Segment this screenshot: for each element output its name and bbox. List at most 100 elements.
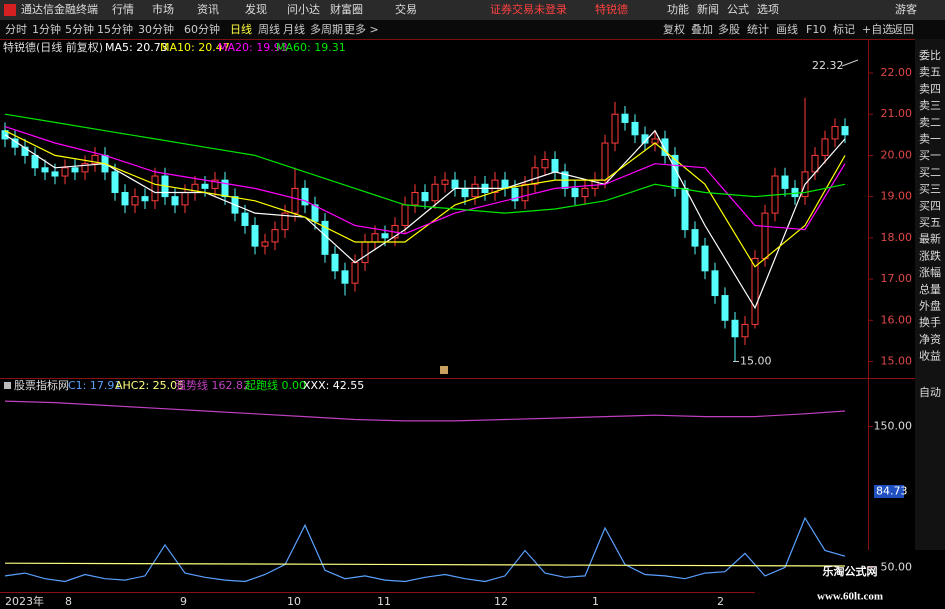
candle-body bbox=[251, 224, 259, 247]
legend-entry: AHC2: 25.05 bbox=[115, 379, 184, 392]
tool-button[interactable]: 返回 bbox=[892, 23, 914, 36]
sidebar-item[interactable]: 买一 bbox=[919, 149, 941, 162]
period-button[interactable]: 30分钟 bbox=[138, 22, 174, 36]
tool-button[interactable]: 复权 bbox=[663, 22, 685, 36]
menu-item[interactable]: 新闻 bbox=[697, 2, 719, 16]
watermark-box bbox=[755, 550, 945, 609]
tool-button[interactable]: +自选 bbox=[862, 23, 893, 36]
series-line bbox=[4, 113, 846, 214]
user[interactable]: 游客 bbox=[895, 2, 917, 16]
tool-button[interactable]: 画线 bbox=[776, 22, 798, 36]
sidebar-item[interactable]: 买二 bbox=[919, 166, 941, 179]
menu-item[interactable]: 公式 bbox=[727, 3, 749, 16]
tool-button[interactable]: 多股 bbox=[718, 22, 740, 36]
candle-body bbox=[241, 212, 249, 226]
value-box bbox=[874, 485, 904, 498]
y-tick-label: 15.00 bbox=[881, 355, 913, 368]
menu-item[interactable]: 问小达 bbox=[287, 3, 320, 16]
period-button[interactable]: 60分钟 bbox=[184, 22, 220, 36]
sidebar-item[interactable]: 卖四 bbox=[919, 82, 941, 95]
sidebar-item[interactable]: 自动 bbox=[919, 386, 941, 399]
tool-button[interactable]: 标记 bbox=[833, 22, 855, 36]
sidebar-item[interactable]: 最新 bbox=[919, 232, 941, 246]
menu-item[interactable]: 交易 bbox=[395, 2, 417, 16]
candle-body bbox=[811, 154, 819, 173]
sidebar-item[interactable]: 外盘 bbox=[919, 299, 941, 313]
x-tick-label: 1 bbox=[592, 595, 599, 608]
period-button[interactable]: 周线 bbox=[258, 22, 280, 36]
candle-body bbox=[381, 233, 389, 239]
annotation: 15.00 bbox=[740, 355, 772, 368]
period-button[interactable]: 分时 bbox=[5, 23, 27, 36]
legend-entry: MA20: 19.93 bbox=[218, 41, 288, 54]
candle-body bbox=[711, 270, 719, 297]
y-tick-label: 22.00 bbox=[881, 66, 913, 79]
x-tick-label: 2023年 bbox=[5, 594, 44, 608]
menu-item[interactable]: 选项 bbox=[757, 3, 779, 16]
candle-body bbox=[491, 179, 499, 194]
sidebar-item[interactable]: 卖二 bbox=[919, 116, 941, 129]
candle-body bbox=[61, 167, 69, 177]
candle-body bbox=[281, 212, 289, 231]
sidebar-item[interactable]: 买四 bbox=[919, 199, 941, 212]
period-button[interactable]: 多周期 bbox=[310, 22, 343, 36]
period-button[interactable]: 1分钟 bbox=[32, 22, 61, 36]
candle-body bbox=[351, 262, 359, 284]
tool-button[interactable]: 叠加 bbox=[691, 23, 713, 36]
menu-item[interactable]: 财富圈 bbox=[330, 2, 363, 16]
sidebar-item[interactable]: 涨幅 bbox=[919, 266, 941, 279]
tool-button[interactable]: F10 bbox=[806, 23, 826, 36]
candle-body bbox=[541, 159, 549, 169]
x-tick-label: 9 bbox=[180, 595, 187, 608]
sidebar-item[interactable]: 净资 bbox=[919, 332, 941, 346]
period-button[interactable]: 更多 > bbox=[344, 22, 379, 36]
candle-body bbox=[111, 171, 119, 194]
current-value: 84.73 bbox=[876, 485, 908, 498]
menu-item[interactable]: 行情 bbox=[112, 3, 134, 16]
candle-body bbox=[571, 187, 579, 198]
menu-item[interactable]: 发现 bbox=[245, 2, 267, 16]
sidebar-item[interactable]: 委比 bbox=[919, 49, 941, 62]
sidebar-item[interactable]: 收益 bbox=[919, 349, 941, 363]
x-tick-label: 2 bbox=[717, 595, 724, 608]
candle-body bbox=[731, 319, 739, 338]
notice[interactable]: 证券交易未登录 bbox=[490, 2, 567, 16]
sidebar-item[interactable]: 买三 bbox=[919, 183, 941, 196]
series-line bbox=[4, 126, 846, 235]
menu-item[interactable]: 资讯 bbox=[197, 3, 219, 16]
candle-body bbox=[271, 229, 279, 243]
menu-item[interactable]: 功能 bbox=[667, 2, 689, 16]
period-button[interactable]: 月线 bbox=[283, 22, 305, 36]
candle-body bbox=[311, 204, 319, 222]
period-button[interactable]: 5分钟 bbox=[65, 22, 94, 36]
candle-body bbox=[701, 245, 709, 272]
y-tick-label: 16.00 bbox=[881, 313, 913, 326]
period-button[interactable]: 15分钟 bbox=[97, 22, 133, 36]
period-button[interactable]: 日线 bbox=[230, 22, 252, 36]
y-tick-label: 19.00 bbox=[881, 190, 913, 203]
candle-body bbox=[51, 171, 59, 177]
legend-entry: MA60: 19.31 bbox=[276, 41, 346, 54]
candle-body bbox=[171, 196, 179, 206]
menu-item[interactable]: 市场 bbox=[152, 2, 174, 16]
candle-body bbox=[511, 187, 519, 202]
tool-button[interactable]: 统计 bbox=[747, 23, 769, 36]
candle-body bbox=[781, 175, 789, 189]
x-tick-label: 11 bbox=[377, 595, 391, 608]
sidebar-item[interactable]: 买五 bbox=[919, 216, 941, 229]
stock-name: 特锐德 bbox=[595, 2, 628, 16]
sidebar-item[interactable]: 换手 bbox=[919, 315, 941, 329]
sidebar-item[interactable]: 卖一 bbox=[919, 133, 941, 146]
sidebar-item[interactable]: 卖五 bbox=[919, 66, 941, 79]
sidebar-item[interactable]: 卖三 bbox=[919, 99, 941, 112]
y-tick-label: 150.00 bbox=[874, 420, 913, 433]
candle-body bbox=[71, 167, 79, 173]
candle-body bbox=[81, 163, 89, 173]
legend-entry: C1: 17.91 bbox=[68, 379, 121, 392]
series-line bbox=[4, 400, 846, 422]
sidebar-item[interactable]: 涨跌 bbox=[919, 248, 941, 262]
candle-body bbox=[741, 323, 749, 338]
sidebar-item[interactable]: 总量 bbox=[919, 282, 941, 296]
